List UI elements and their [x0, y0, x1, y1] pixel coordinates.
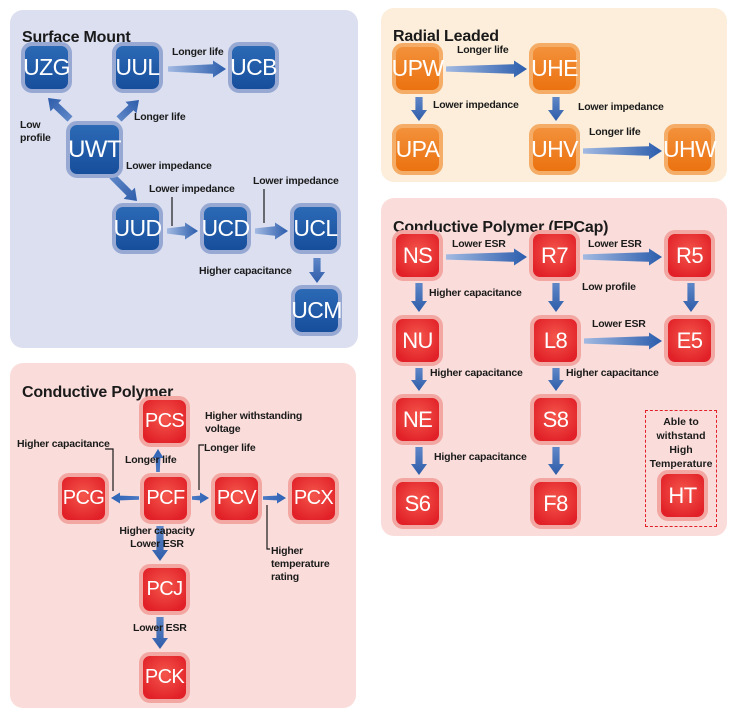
node-uhw: UHW	[663, 124, 717, 175]
node-s8: S8	[530, 394, 581, 445]
node-pcj: PCJ	[139, 564, 190, 615]
node-nu: NU	[392, 315, 443, 366]
node-upw: UPW	[392, 43, 444, 94]
arrow-label: Lower impedance	[433, 99, 519, 111]
node-ht: HT	[657, 470, 708, 521]
arrow-label: Lower impedance	[578, 101, 664, 113]
node-ucb: UCB	[228, 42, 279, 93]
node-uhv: UHV	[529, 124, 580, 175]
node-s6: S6	[392, 478, 443, 529]
arrow-label: Higher temperature rating	[271, 545, 330, 583]
node-ucm: UCM	[291, 285, 342, 336]
node-uhe: UHE	[529, 43, 580, 94]
arrow-label: Higher capacitance	[17, 438, 110, 450]
node-ns: NS	[392, 230, 443, 281]
node-uwt: UWT	[66, 121, 123, 178]
node-ucl: UCL	[290, 203, 341, 254]
arrow-label: Low profile	[582, 281, 636, 293]
node-pcf: PCF	[140, 473, 191, 524]
node-l8: L8	[530, 315, 581, 366]
arrow-label: Longer life	[457, 44, 509, 56]
node-r5: R5	[664, 230, 715, 281]
arrow-label: Higher capacitance	[199, 265, 292, 277]
arrow-label: Higher capacitance	[566, 367, 659, 379]
panel-title-conductive-polymer: Conductive Polymer	[22, 384, 174, 402]
arrow-label: Lower ESR	[588, 238, 642, 250]
arrow-label: Lower ESR	[452, 238, 506, 250]
node-pcv: PCV	[211, 473, 262, 524]
arrow-label: Longer life	[125, 454, 177, 466]
node-ne: NE	[392, 394, 443, 445]
node-pcx: PCX	[288, 473, 339, 524]
node-f8: F8	[530, 478, 581, 529]
node-e5: E5	[664, 315, 715, 366]
arrow-label: Higher capacitance	[430, 367, 523, 379]
panel-title-radial-leaded: Radial Leaded	[393, 28, 499, 46]
node-uul: UUL	[112, 42, 163, 93]
arrow-label: Higher capacitance	[434, 451, 527, 463]
node-pcs: PCS	[139, 396, 190, 447]
arrow-label: Longer life	[204, 442, 256, 454]
arrow-label: Higher capacitance	[429, 287, 522, 299]
node-uzg: UZG	[21, 42, 72, 93]
node-ucd: UCD	[200, 203, 251, 254]
arrow-label: Lower impedance	[126, 160, 212, 172]
ht-callout-box: Able to withstand High Temperature	[645, 410, 717, 527]
arrow-label: Lower ESR	[133, 622, 187, 634]
arrow-label: Lower impedance	[149, 183, 235, 195]
arrow-label: Longer life	[134, 111, 186, 123]
arrow-label: Lower ESR	[592, 318, 646, 330]
node-upa: UPA	[392, 124, 443, 175]
arrow-label: Longer life	[589, 126, 641, 138]
arrow-label: Lower impedance	[253, 175, 339, 187]
node-pcg: PCG	[58, 473, 109, 524]
node-pck: PCK	[139, 652, 190, 703]
node-uud: UUD	[112, 203, 163, 254]
arrow-label: Higher capacity Lower ESR	[119, 525, 195, 550]
ht-callout-text: Able to withstand High Temperature	[649, 416, 713, 470]
arrow-label: Low profile	[20, 119, 51, 144]
arrow-label: Longer life	[172, 46, 224, 58]
node-r7: R7	[529, 230, 580, 281]
arrow-label: Higher withstanding voltage	[205, 410, 303, 435]
